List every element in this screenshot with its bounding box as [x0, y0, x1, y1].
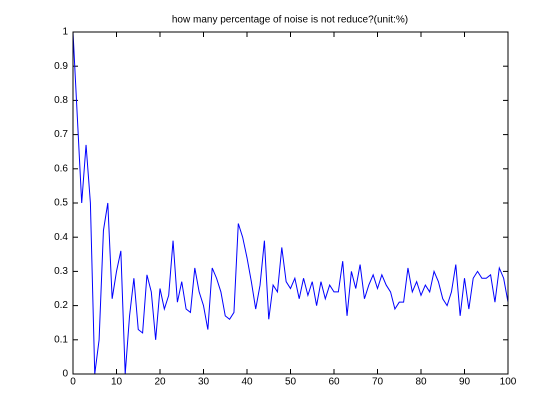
y-tick-label: 1	[62, 27, 68, 38]
y-tick-label: 0	[62, 369, 68, 380]
axes-background	[73, 32, 508, 374]
y-tick-label: 0.2	[54, 300, 68, 311]
axes-box	[72, 31, 509, 375]
x-tick-label: 100	[500, 377, 517, 388]
y-tick-label: 0.8	[54, 95, 68, 106]
y-tick-label: 0.1	[54, 334, 68, 345]
x-tick-label: 80	[415, 377, 427, 388]
x-tick-label: 10	[111, 377, 123, 388]
line	[72, 31, 509, 375]
y-tick-label: 0.9	[54, 61, 68, 72]
y-tick-label: 0.5	[54, 198, 68, 209]
y-tick-label: 0.6	[54, 163, 68, 174]
x-tick-label: 90	[459, 377, 471, 388]
x-tick-label: 0	[70, 377, 76, 388]
y-tick-label: 0.7	[54, 129, 68, 140]
y-tick-label: 0.3	[54, 266, 68, 277]
y-tick-label: 0.4	[54, 232, 68, 243]
x-tick-label: 50	[285, 377, 297, 388]
x-tick-label: 30	[198, 377, 210, 388]
x-tick-label: 20	[154, 377, 166, 388]
x-tick-label: 70	[372, 377, 384, 388]
chart-title: how many percentage of noise is not redu…	[172, 15, 408, 26]
x-tick-label: 60	[328, 377, 340, 388]
x-tick-label: 40	[241, 377, 253, 388]
